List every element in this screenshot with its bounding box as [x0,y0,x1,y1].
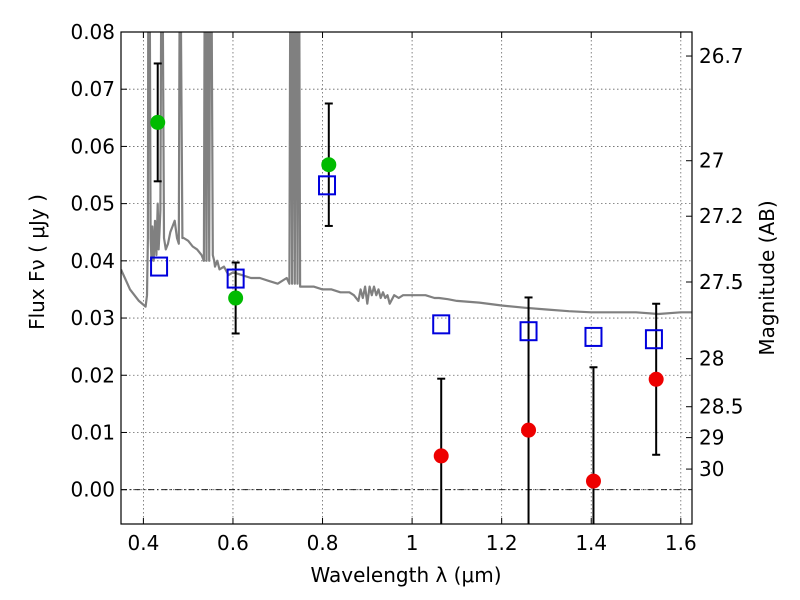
x-tick-label: 0.8 [307,531,339,555]
model-square-marker [644,329,663,350]
right-tick-label: 27.5 [699,270,744,294]
y-tick-label: 0.04 [70,249,115,273]
y-tick-label: 0.02 [70,363,115,387]
right-axis-label: Magnitude (AB) [755,200,779,355]
right-tick-label: 30 [699,457,724,481]
x-tick-label: 1 [406,531,419,555]
x-tick-label: 0.6 [217,531,249,555]
y-tick-label: 0.00 [70,478,115,502]
y-tick-label: 0.08 [70,20,115,44]
right-tick-label: 28.5 [699,395,744,419]
axis-ticks: 0.4 0.6 0.8 1 1.2 1.4 1.6 0.00 0.01 0.02 0.03 0.04 0… [70,20,743,555]
model-spectrum-line [121,32,692,316]
model-square-marker [519,321,538,342]
green-data-point [228,290,244,306]
y-tick-label: 0.06 [70,134,115,158]
y-tick-label: 0.07 [70,77,115,101]
model-spectrum-layer [121,32,692,316]
model-square-marker [432,314,451,335]
x-tick-label: 0.4 [127,531,159,555]
model-square-marker [150,256,169,277]
y-axis-label: Flux Fν ( μJy ) [25,194,49,330]
x-tick-label: 1.4 [575,531,607,555]
y-tick-label: 0.01 [70,420,115,444]
data-markers [150,114,664,489]
red-data-point [585,473,601,489]
green-data-point [321,157,337,173]
model-square-marker [226,268,245,289]
right-tick-label: 27.2 [699,204,744,228]
x-axis-label: Wavelength λ (μm) [310,563,501,587]
right-tick-label: 29 [699,426,724,450]
model-square-marker [584,326,603,347]
model-square-marker [318,175,337,196]
red-data-point [648,371,664,387]
y-tick-label: 0.03 [70,306,115,330]
red-data-point [433,448,449,464]
x-tick-label: 1.6 [665,531,697,555]
right-tick-label: 28 [699,347,724,371]
plot-frame [120,31,693,525]
y-tick-label: 0.05 [70,192,115,216]
right-tick-label: 27 [699,149,724,173]
red-data-point [521,422,537,438]
right-tick-label: 26.7 [699,44,744,68]
x-tick-label: 1.2 [486,531,518,555]
green-data-point [150,114,166,130]
